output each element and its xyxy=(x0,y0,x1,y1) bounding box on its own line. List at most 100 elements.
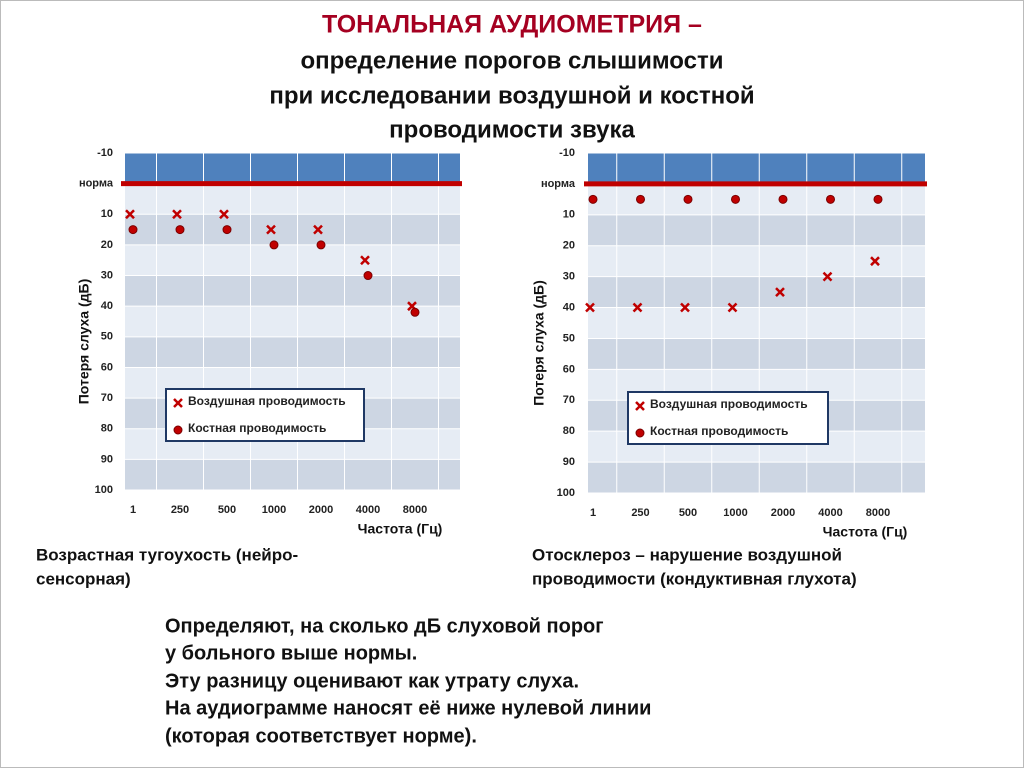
y-tick-label: 10 xyxy=(101,208,113,220)
plot-band xyxy=(125,275,460,307)
y-tick-label: 40 xyxy=(563,301,575,313)
air-marker xyxy=(822,271,833,282)
body-text: Определяют, на сколько дБ слуховой порог xyxy=(165,615,604,637)
air-marker xyxy=(775,287,785,297)
y-tick-label: 40 xyxy=(101,300,113,312)
bone-marker xyxy=(588,194,598,204)
plot-band xyxy=(588,307,925,339)
x-tick-label: 1000 xyxy=(262,504,286,516)
y-axis-title: Потеря слуха (дБ) xyxy=(76,279,92,405)
y-tick-label: 50 xyxy=(563,332,575,344)
plot-band xyxy=(125,336,460,368)
x-tick-label: 250 xyxy=(171,504,189,516)
title-line: проводимости звука xyxy=(389,116,635,143)
bone-marker xyxy=(410,307,420,317)
x-tick-label: 8000 xyxy=(403,504,427,516)
bone-marker xyxy=(873,194,883,204)
plot-band xyxy=(125,214,460,245)
plot-band xyxy=(125,306,460,337)
air-marker xyxy=(125,209,135,220)
bone-marker xyxy=(173,425,183,435)
plot-band xyxy=(588,245,925,277)
legend-label: Костная проводимость xyxy=(650,424,788,438)
air-marker xyxy=(680,302,690,313)
x-axis-title: Частота (Гц) xyxy=(358,521,443,537)
y-tick-label: 30 xyxy=(101,269,113,281)
y-tick-label: 70 xyxy=(101,392,113,404)
bone-marker xyxy=(269,240,279,250)
title-line: определение порогов слышимости xyxy=(300,47,723,74)
caption: Отосклероз – нарушение воздушной xyxy=(532,545,842,564)
x-axis-title: Частота (Гц) xyxy=(823,524,908,540)
x-tick-label: 2000 xyxy=(309,504,333,516)
x-tick-label: 1000 xyxy=(723,507,747,519)
y-tick-label: -10 xyxy=(97,147,113,159)
legend-label: Воздушная проводимость xyxy=(188,394,346,408)
bone-marker xyxy=(683,194,693,204)
air-marker xyxy=(360,255,370,266)
y-axis-title: Потеря слуха (дБ) xyxy=(531,280,547,406)
legend-box xyxy=(165,388,365,442)
body-text: На аудиограмме наносят её ниже нулевой л… xyxy=(165,697,651,719)
bone-marker xyxy=(128,225,138,235)
y-tick-label: 100 xyxy=(557,487,575,499)
x-tick-label: 1 xyxy=(130,504,136,516)
air-marker xyxy=(585,302,595,313)
bone-marker xyxy=(175,225,185,235)
x-tick-label: 4000 xyxy=(356,504,380,516)
bone-marker xyxy=(316,240,326,250)
y-tick-label: 60 xyxy=(563,363,575,375)
air-marker xyxy=(172,209,182,220)
x-tick-label: 500 xyxy=(218,504,236,516)
y-tick-label: 60 xyxy=(101,361,113,373)
legend-label: Воздушная проводимость xyxy=(650,397,808,411)
bone-marker xyxy=(635,428,645,438)
x-tick-label: 4000 xyxy=(818,507,842,519)
bone-marker xyxy=(222,225,232,235)
y-tick-label: 80 xyxy=(101,423,113,435)
x-tick-label: 250 xyxy=(631,507,649,519)
plot-band xyxy=(125,183,460,215)
air-marker xyxy=(727,302,738,313)
y-tick-label: 50 xyxy=(101,331,113,343)
bone-marker xyxy=(363,271,373,281)
y-tick-label: 20 xyxy=(563,240,575,252)
caption: проводимости (кондуктивная глухота) xyxy=(532,569,857,588)
title-line: при исследовании воздушной и костной xyxy=(269,82,754,109)
x-tick-label: 500 xyxy=(679,507,697,519)
air-marker xyxy=(635,401,645,411)
x-tick-label: 1 xyxy=(590,507,596,519)
y-tick-label: 90 xyxy=(101,453,113,465)
y-tick-label: 70 xyxy=(563,394,575,406)
body-text: (которая соответствует норме). xyxy=(165,725,477,747)
y-tick-label: 90 xyxy=(563,456,575,468)
air-marker xyxy=(632,302,643,313)
plot-band xyxy=(588,338,925,370)
plot-band xyxy=(588,214,925,246)
plot-band xyxy=(125,459,460,490)
legend-label: Костная проводимость xyxy=(188,421,326,435)
air-marker xyxy=(313,224,323,235)
y-tick-label: 20 xyxy=(101,239,113,251)
air-marker xyxy=(173,398,183,408)
plot-band xyxy=(588,276,925,308)
air-marker xyxy=(266,224,276,235)
plot-band xyxy=(125,244,460,276)
caption: сенсорная) xyxy=(36,569,131,588)
y-tick-label: норма xyxy=(541,178,576,190)
air-marker xyxy=(219,209,229,220)
y-tick-label: 80 xyxy=(563,425,575,437)
x-tick-label: 8000 xyxy=(866,507,890,519)
title-line: ТОНАЛЬНАЯ АУДИОМЕТРИЯ – xyxy=(322,11,702,39)
bone-marker xyxy=(636,194,645,204)
bone-marker xyxy=(731,194,740,204)
y-tick-label: 10 xyxy=(563,209,575,221)
caption: Возрастная тугоухость (нейро- xyxy=(36,545,298,564)
x-tick-label: 2000 xyxy=(771,507,795,519)
body-text: у больного выше нормы. xyxy=(165,642,417,664)
air-marker xyxy=(870,256,880,267)
legend-box xyxy=(627,391,829,445)
bone-marker xyxy=(826,194,835,204)
bone-marker xyxy=(778,194,788,204)
